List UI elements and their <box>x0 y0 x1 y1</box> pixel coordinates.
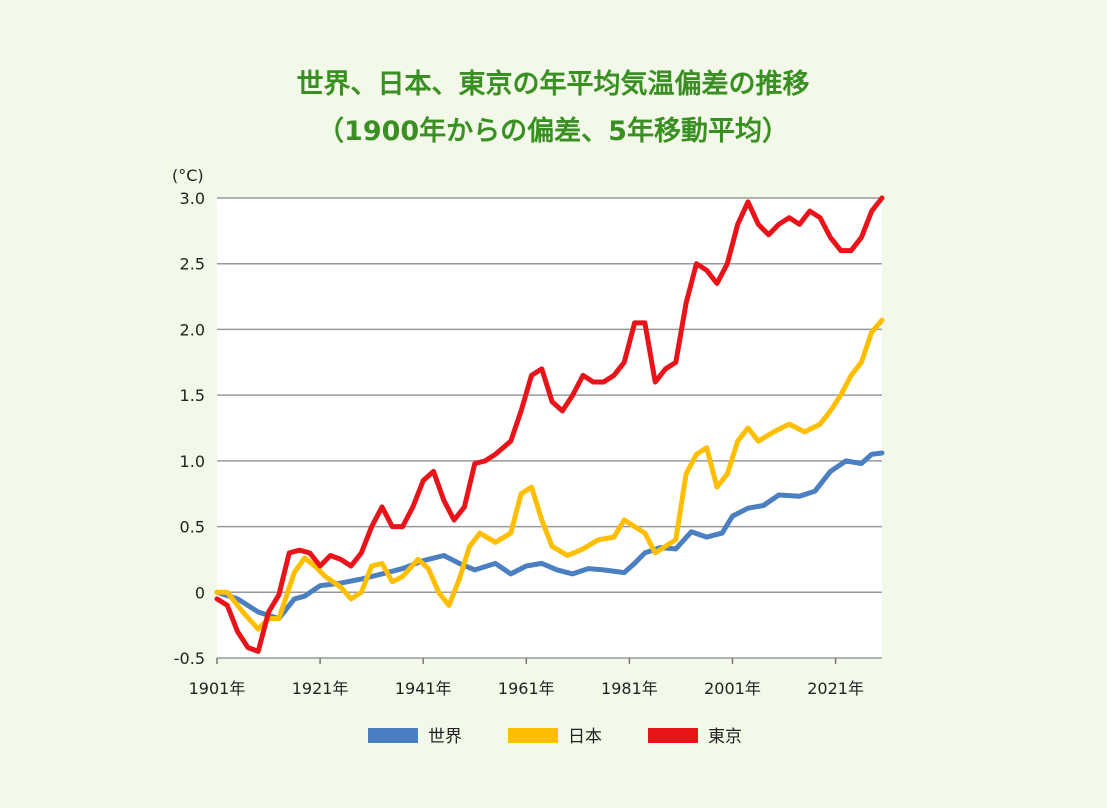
x-tick-label: 2021年 <box>807 679 864 698</box>
plot-area <box>217 198 882 658</box>
y-tick-label: 2.5 <box>180 255 205 274</box>
x-tick-label: 2001年 <box>704 679 761 698</box>
legend-label: 東京 <box>708 727 742 747</box>
x-tick-label: 1921年 <box>292 679 349 698</box>
y-tick-label: -0.5 <box>174 649 205 668</box>
series-line-2 <box>214 317 885 632</box>
legend: 世界 日本 東京 <box>368 727 742 747</box>
legend-swatch <box>648 728 698 743</box>
y-tick-label: 2.0 <box>180 320 205 339</box>
x-tick-label: 1981年 <box>601 679 658 698</box>
y-tick-label: 1.0 <box>180 452 205 471</box>
y-tick-label: 0 <box>195 583 205 602</box>
x-axis-ticks: 1901年 1921年 1941年 1961年 1981年 2001年 2021年 <box>189 658 864 698</box>
y-tick-label: 3.0 <box>180 189 205 208</box>
x-tick-label: 1941年 <box>395 679 452 698</box>
x-tick-label: 1961年 <box>498 679 555 698</box>
series-line-3 <box>214 195 885 654</box>
y-axis-ticks: 3.0 2.5 2.0 1.5 1.0 0.5 0 -0.5 <box>174 189 205 668</box>
x-tick-label: 1901年 <box>189 679 246 698</box>
grid-lines <box>217 197 882 659</box>
y-tick-label: 0.5 <box>180 518 205 537</box>
legend-label: 日本 <box>568 727 602 747</box>
legend-label: 世界 <box>428 727 462 747</box>
legend-swatch <box>368 728 418 743</box>
y-axis-unit: (°C) <box>172 166 204 185</box>
chart-title: 世界、日本、東京の年平均気温偏差の推移 <box>297 68 810 100</box>
y-tick-label: 1.5 <box>180 386 205 405</box>
chart-subtitle: （1900年からの偏差、5年移動平均） <box>317 115 789 147</box>
series-lines <box>214 195 885 654</box>
legend-swatch <box>508 728 558 743</box>
